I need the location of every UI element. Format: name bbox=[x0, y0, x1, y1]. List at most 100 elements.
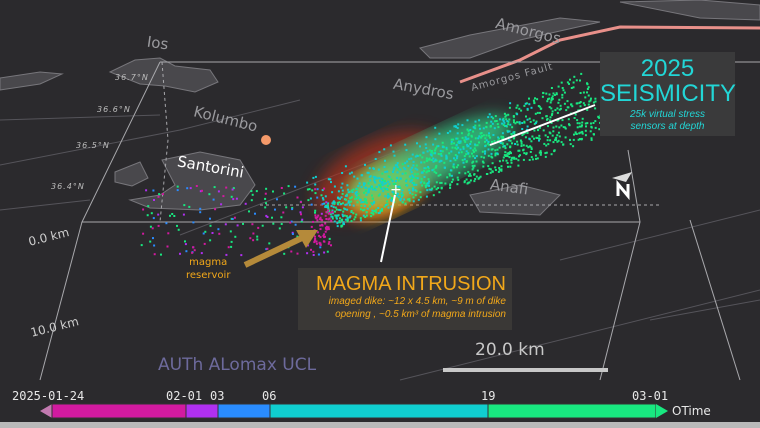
event-dot bbox=[528, 117, 531, 120]
event-dot bbox=[395, 185, 398, 188]
event-dot bbox=[517, 164, 520, 167]
event-dot bbox=[522, 144, 525, 147]
event-dot bbox=[434, 152, 437, 155]
event-dot bbox=[366, 171, 369, 174]
event-dot bbox=[381, 172, 384, 175]
event-dot bbox=[438, 132, 441, 135]
event-dot bbox=[378, 177, 381, 180]
event-dot bbox=[507, 120, 510, 123]
event-dot bbox=[449, 184, 452, 187]
colorbar-segment bbox=[269, 403, 489, 419]
event-dot bbox=[375, 211, 378, 214]
event-dot bbox=[472, 155, 475, 158]
event-dot bbox=[383, 182, 386, 185]
event-dot bbox=[510, 161, 513, 164]
event-dot bbox=[516, 113, 519, 116]
event-dot bbox=[378, 211, 381, 214]
event-dot bbox=[337, 197, 340, 200]
event-dot bbox=[343, 214, 346, 217]
event-dot bbox=[184, 243, 187, 246]
event-dot bbox=[460, 132, 463, 135]
event-dot bbox=[485, 121, 488, 124]
event-dot bbox=[485, 134, 488, 137]
event-dot bbox=[551, 134, 554, 137]
event-dot bbox=[518, 107, 521, 110]
event-dot bbox=[526, 107, 529, 110]
event-dot bbox=[343, 223, 345, 226]
event-dot bbox=[257, 226, 260, 229]
event-dot bbox=[470, 140, 472, 143]
event-dot bbox=[314, 238, 317, 241]
event-dot bbox=[325, 218, 328, 220]
event-dot bbox=[384, 171, 387, 173]
event-dot bbox=[455, 147, 458, 150]
event-dot bbox=[358, 182, 361, 185]
event-dot bbox=[544, 155, 547, 158]
event-dot bbox=[343, 207, 346, 210]
event-dot bbox=[546, 117, 549, 120]
event-dot bbox=[536, 98, 539, 101]
event-dot bbox=[250, 199, 253, 202]
event-dot bbox=[407, 165, 410, 167]
event-dot bbox=[480, 132, 483, 134]
event-dot bbox=[567, 106, 570, 109]
event-dot bbox=[505, 114, 508, 117]
event-dot bbox=[465, 178, 468, 181]
event-dot bbox=[165, 222, 168, 225]
event-dot bbox=[505, 159, 508, 162]
event-dot bbox=[494, 115, 497, 118]
colorbar-min-arrow bbox=[40, 404, 52, 418]
event-dot bbox=[291, 231, 294, 234]
event-dot bbox=[310, 248, 312, 251]
event-dot bbox=[408, 199, 411, 202]
event-dot bbox=[151, 227, 154, 230]
event-dot bbox=[440, 187, 443, 190]
event-dot bbox=[432, 152, 435, 155]
event-dot bbox=[579, 92, 582, 94]
event-dot bbox=[274, 208, 276, 211]
event-dot bbox=[557, 139, 560, 142]
event-dot bbox=[323, 236, 326, 239]
event-dot bbox=[345, 194, 348, 197]
event-dot bbox=[256, 235, 259, 238]
event-dot bbox=[555, 125, 558, 128]
event-dot bbox=[397, 179, 400, 182]
event-dot bbox=[347, 201, 350, 204]
event-dot bbox=[411, 174, 414, 177]
event-dot bbox=[152, 217, 155, 220]
event-dot bbox=[332, 206, 335, 209]
event-dot bbox=[573, 133, 575, 136]
event-dot bbox=[464, 172, 467, 175]
event-dot bbox=[167, 232, 170, 235]
event-dot bbox=[390, 178, 393, 181]
event-dot bbox=[587, 94, 590, 97]
event-dot bbox=[435, 181, 438, 184]
event-dot bbox=[429, 153, 432, 156]
event-dot bbox=[423, 161, 426, 164]
event-dot bbox=[439, 149, 442, 152]
event-dot bbox=[437, 187, 440, 189]
event-dot bbox=[416, 155, 419, 157]
event-dot bbox=[549, 101, 552, 104]
event-dot bbox=[166, 245, 169, 248]
event-dot bbox=[380, 183, 383, 185]
event-dot bbox=[436, 145, 438, 148]
event-dot bbox=[539, 126, 541, 129]
event-dot bbox=[350, 210, 353, 212]
event-dot bbox=[350, 200, 353, 203]
event-dot bbox=[316, 196, 319, 199]
event-dot bbox=[531, 135, 534, 138]
event-dot bbox=[393, 154, 396, 157]
event-dot bbox=[415, 183, 418, 186]
event-dot bbox=[554, 109, 557, 112]
event-dot bbox=[578, 101, 581, 104]
event-dot bbox=[438, 191, 441, 194]
event-dot bbox=[405, 149, 408, 152]
event-dot bbox=[212, 198, 215, 201]
event-dot bbox=[367, 171, 370, 174]
event-dot bbox=[363, 191, 366, 194]
event-dot bbox=[320, 212, 323, 215]
event-dot bbox=[577, 138, 580, 141]
event-dot bbox=[507, 123, 510, 126]
event-dot bbox=[199, 207, 202, 210]
